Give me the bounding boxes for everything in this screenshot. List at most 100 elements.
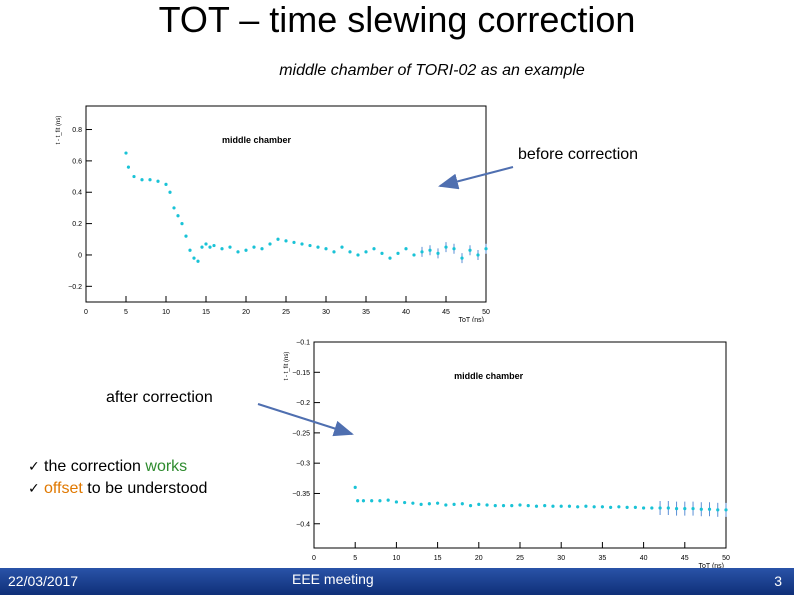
- data-point: [419, 502, 423, 506]
- x-tick-label: 15: [202, 309, 210, 316]
- data-point: [228, 245, 232, 249]
- data-point: [699, 507, 703, 511]
- data-point: [188, 248, 192, 252]
- chart-title: middle chamber: [222, 135, 292, 145]
- data-point: [617, 505, 621, 509]
- data-point: [388, 256, 392, 260]
- x-tick-label: 40: [402, 309, 410, 316]
- data-point: [518, 503, 522, 507]
- x-tick-label: 50: [722, 555, 730, 562]
- data-point: [394, 500, 398, 504]
- footer-date: 22/03/2017: [8, 573, 79, 589]
- y-tick-label: −0.3: [296, 461, 310, 468]
- x-tick-label: 35: [599, 555, 607, 562]
- x-tick-label: 5: [124, 309, 128, 316]
- y-tick-label: 0.8: [72, 127, 82, 134]
- data-point: [184, 234, 188, 238]
- footer-event: EEE meeting: [292, 571, 374, 587]
- y-tick-label: −0.2: [68, 284, 82, 291]
- x-tick-label: 45: [681, 555, 689, 562]
- data-point: [284, 239, 288, 243]
- data-point: [403, 500, 407, 505]
- data-point: [510, 503, 514, 508]
- data-point: [361, 499, 366, 503]
- x-tick-label: 20: [475, 555, 483, 562]
- data-point: [452, 247, 456, 251]
- chart-title: middle chamber: [454, 371, 524, 381]
- data-point: [707, 507, 712, 511]
- data-point: [484, 247, 488, 251]
- y-tick-label: 0.6: [72, 158, 82, 165]
- data-point: [436, 251, 440, 255]
- data-point: [485, 503, 489, 507]
- data-point: [584, 504, 588, 508]
- data-point: [308, 243, 312, 248]
- data-point: [200, 245, 204, 249]
- footer-page-number: 3: [774, 573, 782, 589]
- slide-subtitle: middle chamber of TORI-02 as an example: [279, 62, 585, 79]
- data-point: [650, 506, 654, 510]
- data-point: [576, 505, 580, 509]
- checklist-text: the correction: [44, 458, 146, 475]
- data-point: [444, 503, 448, 507]
- data-point: [300, 242, 304, 246]
- data-point: [378, 499, 382, 503]
- data-point: [316, 245, 320, 249]
- data-point: [132, 174, 136, 179]
- x-tick-label: 30: [322, 309, 330, 316]
- data-point: [180, 222, 184, 226]
- plot-before-correction: 0 5 10 15 20 25 30 35 40 45 50 −0.2 0 0.2 0.4 0.6 0.8 ToT…: [52, 100, 492, 322]
- data-point: [176, 214, 180, 218]
- footer-bar: 22/03/2017 EEE meeting 3: [0, 568, 794, 595]
- x-tick-label: 10: [162, 309, 170, 316]
- data-point: [436, 501, 440, 505]
- data-point: [324, 247, 328, 251]
- data-point: [164, 182, 168, 186]
- data-point: [658, 506, 662, 510]
- y-tick-label: −0.1: [296, 340, 310, 347]
- y-tick-label: −0.35: [292, 491, 310, 498]
- data-point: [452, 502, 456, 506]
- data-point: [208, 245, 212, 249]
- data-point: [353, 485, 357, 490]
- x-tick-label: 15: [434, 555, 442, 562]
- y-tick-label: 0.2: [72, 221, 82, 228]
- data-point: [551, 504, 555, 508]
- y-tick-label: −0.2: [296, 400, 310, 407]
- data-point: [356, 253, 360, 257]
- x-tick-label: 25: [282, 309, 290, 316]
- data-point: [501, 503, 506, 508]
- data-point: [126, 165, 130, 169]
- data-point: [348, 250, 352, 254]
- data-point: [148, 178, 152, 182]
- data-point: [691, 507, 695, 511]
- data-point: [642, 506, 646, 510]
- x-tick-label: 35: [362, 309, 370, 316]
- plot-before-svg: 0 5 10 15 20 25 30 35 40 45 50 −0.2 0 0.2 0.4 0.6 0.8 ToT…: [56, 105, 490, 322]
- data-point: [276, 237, 280, 241]
- data-point: [124, 151, 128, 155]
- data-point: [372, 247, 376, 251]
- plot-after-correction: 0 5 10 15 20 25 30 35 40 45 50 −0.4 −0.35 −0.3 −0.25 −0…: [276, 336, 736, 568]
- check-icon: ✓: [28, 481, 40, 497]
- data-point: [192, 256, 196, 260]
- data-point: [260, 247, 264, 251]
- data-point: [196, 259, 200, 263]
- data-point: [428, 248, 432, 252]
- data-point: [420, 250, 424, 254]
- data-point: [674, 507, 679, 511]
- data-point: [268, 242, 272, 246]
- plot-after-svg: 0 5 10 15 20 25 30 35 40 45 50 −0.4 −0.35 −0.3 −0.25 −0…: [284, 340, 730, 569]
- plot-frame: [85, 105, 487, 303]
- y-tick-label: −0.4: [296, 521, 310, 528]
- data-point: [468, 248, 472, 252]
- data-point: [460, 502, 464, 506]
- data-point: [724, 508, 728, 512]
- data-point: [236, 250, 240, 254]
- label-before-correction: before correction: [518, 146, 639, 163]
- x-tick-label: 50: [482, 309, 490, 316]
- label-after-correction: after correction: [106, 389, 213, 406]
- data-point: [332, 250, 336, 254]
- checklist-text: to be understood: [82, 480, 208, 497]
- data-point: [168, 190, 172, 194]
